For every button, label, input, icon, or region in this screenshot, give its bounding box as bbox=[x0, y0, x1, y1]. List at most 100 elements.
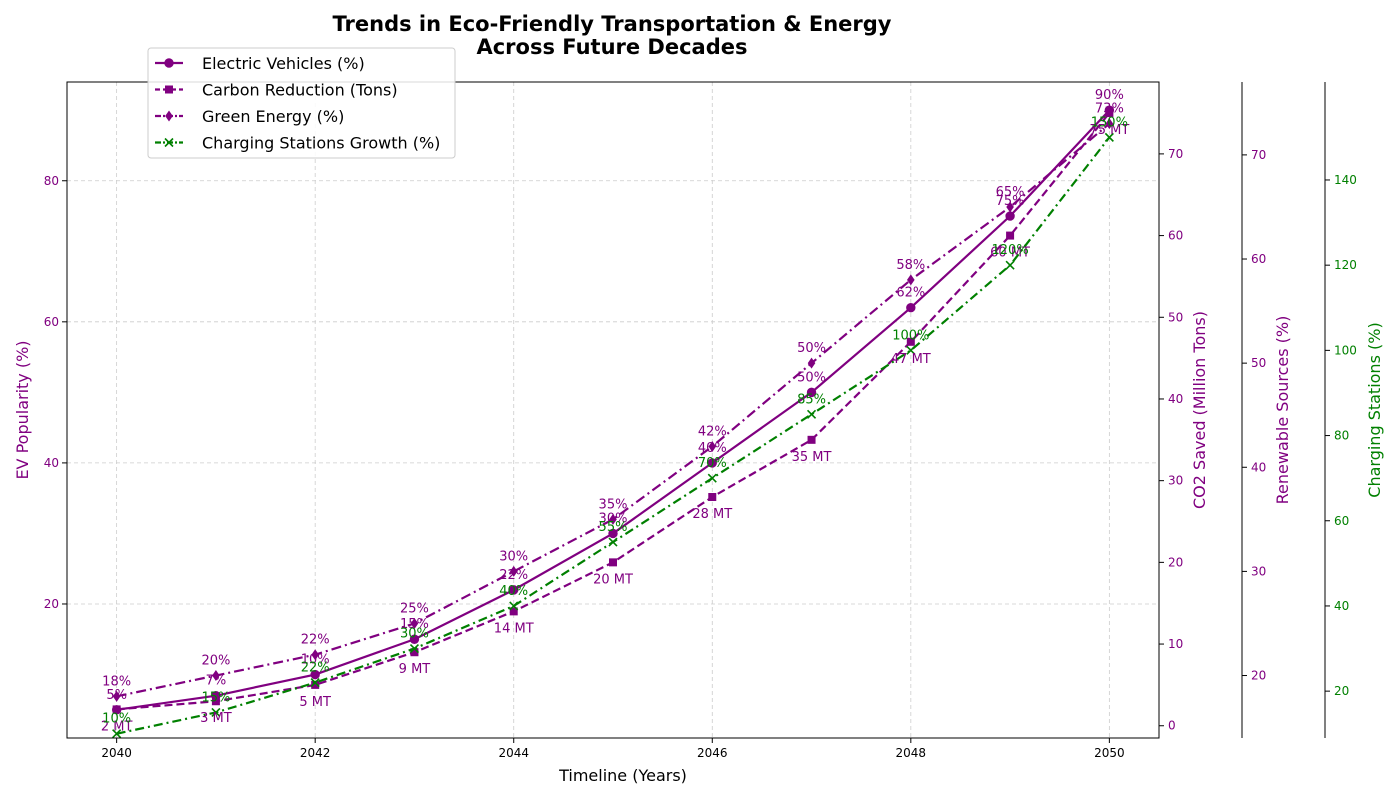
y-tick-label: 80 bbox=[1334, 429, 1349, 443]
data-labels-layer: 5% 7% 10% 15% 22% 30% 40% 50% 62% 75% 90% 2 MT 3 MT 5… bbox=[101, 88, 1129, 734]
data-point bbox=[608, 528, 618, 539]
data-label: 90% bbox=[1095, 88, 1124, 103]
data-point bbox=[1105, 118, 1114, 130]
y-tick-label: 120 bbox=[1334, 258, 1357, 272]
data-point bbox=[1006, 201, 1014, 213]
y-tick-label: 50 bbox=[1168, 310, 1183, 324]
series-line bbox=[116, 122, 1111, 698]
data-label: 70% bbox=[698, 456, 727, 471]
data-label: 40% bbox=[499, 584, 528, 599]
data-label: 22% bbox=[499, 568, 528, 583]
data-label: 5% bbox=[106, 688, 127, 703]
data-label: 14 MT bbox=[494, 621, 534, 636]
data-label: 75 MT bbox=[1089, 123, 1129, 138]
series-3 bbox=[112, 118, 1114, 702]
y-tick-label: 30 bbox=[1168, 474, 1183, 488]
data-label: 18% bbox=[102, 674, 131, 689]
data-label: 15% bbox=[400, 617, 429, 632]
y-tick-label: 40 bbox=[1251, 460, 1266, 474]
data-point bbox=[807, 435, 816, 444]
legend: Electric Vehicles (%) Carbon Reduction (T… bbox=[147, 47, 456, 159]
data-label: 25% bbox=[400, 601, 429, 616]
y-axis-label: EV Popularity (%) bbox=[13, 340, 32, 479]
data-point bbox=[211, 697, 220, 706]
data-point bbox=[608, 537, 618, 547]
data-point bbox=[409, 643, 420, 654]
x-tick-label: 2046 bbox=[697, 746, 728, 760]
x-tick-label: 2040 bbox=[101, 746, 132, 760]
data-label: 30% bbox=[599, 511, 628, 526]
y-tick-label: 20 bbox=[1334, 684, 1349, 698]
data-point bbox=[310, 669, 320, 680]
grid bbox=[67, 82, 1159, 738]
data-label: 15% bbox=[201, 690, 230, 705]
data-point bbox=[112, 729, 122, 739]
data-point bbox=[165, 85, 173, 94]
series-1 bbox=[111, 105, 1115, 715]
y-tick-label: 20 bbox=[44, 597, 59, 611]
data-label: 150% bbox=[1091, 115, 1128, 130]
data-label: 22% bbox=[301, 633, 330, 648]
data-label: 3 MT bbox=[200, 711, 232, 726]
y-tick-label: 0 bbox=[1168, 719, 1176, 733]
data-label: 10% bbox=[102, 712, 131, 727]
series-2 bbox=[112, 109, 1114, 714]
y-tick-label: 140 bbox=[1334, 173, 1357, 187]
data-label: 42% bbox=[698, 424, 727, 439]
data-point bbox=[1105, 109, 1114, 118]
y-tick-label: 60 bbox=[1251, 252, 1266, 266]
data-label: 28 MT bbox=[692, 507, 732, 522]
y-tick-label: 70 bbox=[1251, 148, 1266, 162]
data-label: 47 MT bbox=[891, 352, 931, 367]
data-label: 85% bbox=[797, 392, 826, 407]
data-label: 120% bbox=[992, 243, 1029, 258]
x-tick-label: 2048 bbox=[896, 746, 927, 760]
data-point bbox=[708, 493, 717, 502]
data-label: 7% bbox=[206, 674, 227, 689]
x-tick-label: 2050 bbox=[1094, 746, 1125, 760]
data-point bbox=[410, 617, 419, 629]
data-point bbox=[1005, 260, 1015, 270]
y-tick-label: 20 bbox=[1168, 555, 1183, 569]
data-label: 35% bbox=[599, 497, 628, 512]
y-axis-label: Renewable Sources (%) bbox=[1273, 316, 1292, 505]
data-point bbox=[509, 607, 518, 616]
data-label: 50% bbox=[797, 341, 826, 356]
data-point bbox=[211, 707, 221, 718]
data-point bbox=[509, 565, 518, 577]
chart-title-line1: Trends in Eco-Friendly Transportation & … bbox=[333, 12, 892, 36]
data-label: 60 MT bbox=[990, 246, 1030, 261]
legend-entry: Carbon Reduction (Tons) bbox=[202, 81, 398, 100]
y-tick-label: 40 bbox=[1334, 599, 1349, 613]
data-label: 50% bbox=[797, 370, 826, 385]
data-label: 30% bbox=[499, 549, 528, 564]
y-tick-label: 100 bbox=[1334, 343, 1357, 357]
legend-entry: Green Energy (%) bbox=[202, 107, 344, 126]
data-point bbox=[806, 387, 817, 398]
data-point bbox=[807, 357, 816, 369]
data-point bbox=[112, 705, 121, 714]
data-point bbox=[609, 513, 617, 525]
data-point bbox=[310, 678, 320, 688]
data-label: 20 MT bbox=[593, 572, 633, 587]
data-label: 62% bbox=[896, 286, 925, 301]
series-layer bbox=[111, 105, 1115, 739]
data-point bbox=[409, 634, 420, 644]
y-tick-label: 20 bbox=[1251, 669, 1266, 683]
data-label: 73% bbox=[1095, 102, 1124, 117]
legend-entry: Electric Vehicles (%) bbox=[202, 54, 365, 73]
legend-entry: Charging Stations Growth (%) bbox=[202, 134, 440, 153]
data-point bbox=[311, 680, 320, 689]
data-point bbox=[1006, 231, 1015, 240]
data-point bbox=[1104, 132, 1114, 142]
data-point bbox=[707, 458, 717, 468]
data-label: 35 MT bbox=[792, 450, 832, 465]
data-label: 30% bbox=[400, 627, 429, 642]
x-tick-label: 2044 bbox=[498, 746, 529, 760]
data-label: 40% bbox=[698, 441, 727, 456]
data-point bbox=[164, 137, 174, 148]
data-point bbox=[311, 649, 319, 661]
plot-frame bbox=[66, 81, 1160, 739]
y-tick-label: 60 bbox=[44, 315, 59, 329]
